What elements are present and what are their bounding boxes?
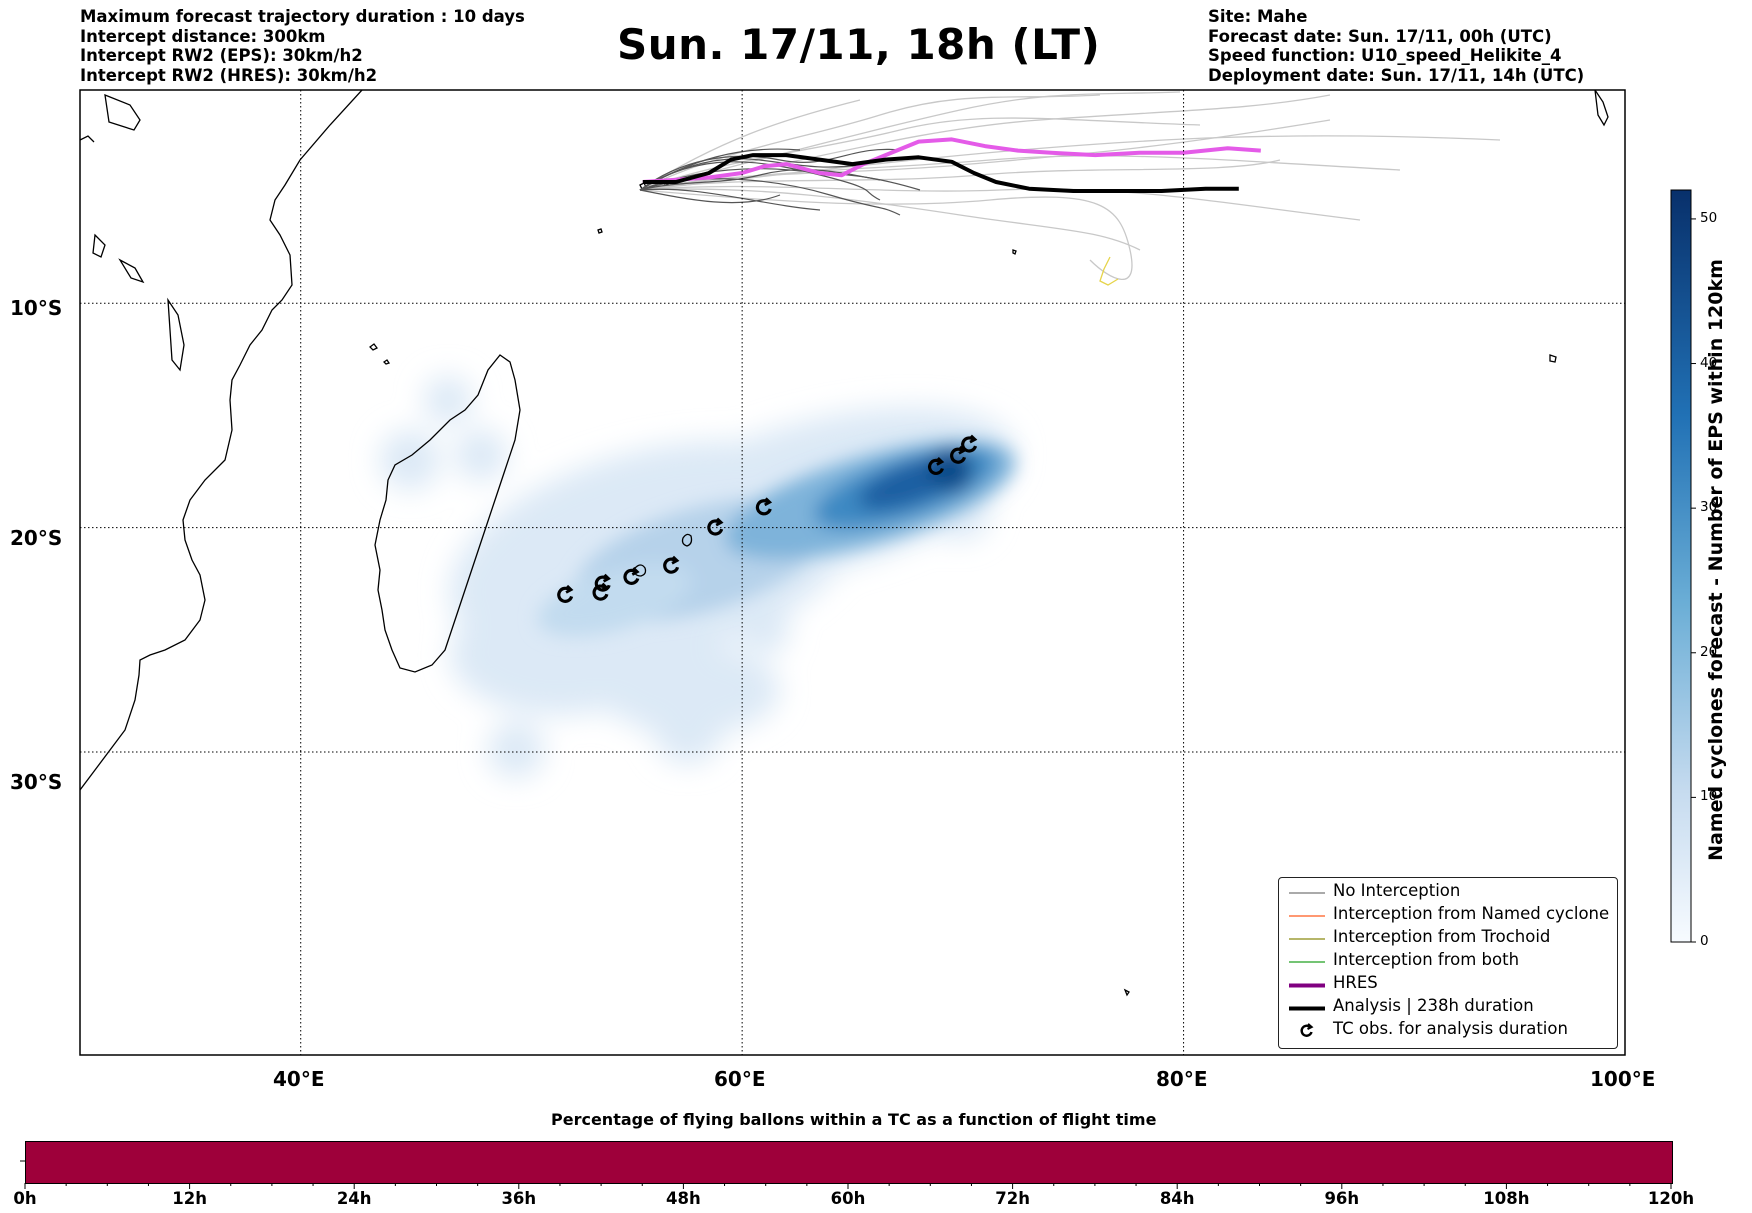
legend-label: Interception from Named cyclone bbox=[1333, 904, 1610, 923]
legend-item-analysis: Analysis | 238h duration bbox=[1279, 996, 1617, 1019]
cyclone-icon bbox=[663, 555, 680, 574]
timeline-tick-label: 0h bbox=[13, 1189, 37, 1208]
lon-label-60e: 60°E bbox=[714, 1067, 766, 1091]
colorbar-tick-label: 20 bbox=[1700, 643, 1718, 660]
timeline-tick-label: 24h bbox=[336, 1189, 372, 1208]
legend-line-purple bbox=[1289, 983, 1325, 988]
legend-label: HRES bbox=[1333, 973, 1378, 992]
cyclone-icon bbox=[927, 457, 945, 475]
legend-label: Analysis | 238h duration bbox=[1333, 996, 1534, 1015]
legend-line-gray bbox=[1289, 892, 1325, 894]
cyclone-icon bbox=[623, 566, 640, 585]
legend-label: TC obs. for analysis duration bbox=[1333, 1019, 1568, 1038]
legend-item-trochoid: Interception from Trochoid bbox=[1279, 927, 1617, 950]
legend-line-orange bbox=[1289, 915, 1325, 917]
density-field bbox=[380, 376, 1015, 778]
cyclone-icon bbox=[707, 517, 724, 536]
analysis-track bbox=[642, 153, 1239, 193]
lon-label-100e: 100°E bbox=[1590, 1067, 1656, 1091]
colorbar-label: Named cyclones forecast - Number of EPS … bbox=[1705, 259, 1727, 861]
timeline-tick-label: 72h bbox=[995, 1189, 1030, 1208]
legend-item-no-interception: No Interception bbox=[1279, 881, 1617, 904]
colorbar-tick-label: 40 bbox=[1700, 354, 1718, 371]
legend-label: Interception from Trochoid bbox=[1333, 927, 1551, 946]
colorbar-tick-label: 0 bbox=[1700, 933, 1709, 949]
legend-line-black bbox=[1289, 1006, 1325, 1011]
header-rw2-hres: Intercept RW2 (HRES): 30km/h2 bbox=[80, 65, 378, 85]
colorbar-tick-label: 10 bbox=[1700, 788, 1718, 805]
legend-label: Interception from both bbox=[1333, 950, 1520, 969]
coastlines bbox=[80, 90, 1609, 997]
hres-track bbox=[642, 137, 1261, 184]
header-duration: Maximum forecast trajectory duration : 1… bbox=[80, 7, 525, 26]
page-title: Sun. 17/11, 18h (LT) bbox=[617, 20, 1101, 69]
lat-label-20s: 20°S bbox=[10, 526, 63, 550]
colorbar-tick-label: 50 bbox=[1700, 209, 1718, 226]
legend-line-green bbox=[1289, 961, 1325, 963]
lon-label-80e: 80°E bbox=[1156, 1067, 1208, 1091]
timeline-tick-label: 12h bbox=[172, 1189, 207, 1208]
header-deployment-date: Deployment date: Sun. 17/11, 14h (UTC) bbox=[1208, 65, 1585, 85]
legend-item-both: Interception from both bbox=[1279, 950, 1617, 973]
tc-obs-markers bbox=[557, 434, 978, 603]
colorbar bbox=[1670, 189, 1696, 943]
colorbar-gradient bbox=[1670, 189, 1692, 943]
header-left: Maximum forecast trajectory duration : 1… bbox=[80, 7, 525, 85]
colorbar-tick-label: 30 bbox=[1700, 499, 1718, 516]
cyclone-icon bbox=[961, 434, 978, 453]
lat-label-10s: 10°S bbox=[10, 296, 63, 320]
legend-label: No Interception bbox=[1333, 881, 1461, 900]
legend-item-tc-obs: TC obs. for analysis duration bbox=[1279, 1019, 1617, 1042]
timeline-tick-label: 60h bbox=[830, 1189, 866, 1208]
header-rw2-eps: Intercept RW2 (EPS): 30km/h2 bbox=[80, 46, 363, 65]
legend-item-named-cyclone: Interception from Named cyclone bbox=[1279, 904, 1617, 927]
timeline-title: Percentage of flying ballons within a TC… bbox=[551, 1110, 1157, 1129]
timeline-bar bbox=[25, 1141, 1673, 1184]
gridlines bbox=[80, 90, 1625, 1055]
map-frame bbox=[79, 89, 1626, 1056]
lon-label-40e: 40°E bbox=[273, 1067, 325, 1091]
header-speed-function: Speed function: U10_speed_Helikite_4 bbox=[1208, 46, 1562, 65]
cyclone-icon bbox=[594, 573, 611, 592]
legend-line-olive bbox=[1289, 938, 1325, 940]
timeline-tick-label: 108h bbox=[1483, 1189, 1530, 1208]
timeline-tick-label: 48h bbox=[666, 1189, 701, 1208]
cyclone-icon bbox=[1300, 1023, 1314, 1037]
header-intercept-distance: Intercept distance: 300km bbox=[80, 26, 326, 46]
timeline-tick-label: 36h bbox=[501, 1189, 537, 1208]
timeline-tick-label: 120h bbox=[1647, 1189, 1695, 1208]
cyclone-icon bbox=[755, 497, 773, 516]
eps-trajectories-light bbox=[639, 91, 1501, 280]
cyclone-icon bbox=[557, 584, 574, 603]
legend: No Interception Interception from Named … bbox=[1278, 877, 1618, 1049]
timeline-tick-label: 96h bbox=[1324, 1189, 1360, 1208]
timeline-tick-label: 84h bbox=[1159, 1189, 1195, 1208]
header-right: Site: Mahe Forecast date: Sun. 17/11, 00… bbox=[1208, 7, 1584, 85]
intercept-trajectory bbox=[1099, 256, 1119, 286]
lat-label-30s: 30°S bbox=[10, 770, 63, 794]
legend-item-hres: HRES bbox=[1279, 973, 1617, 996]
header-forecast-date: Forecast date: Sun. 17/11, 00h (UTC) bbox=[1208, 26, 1552, 46]
header-site: Site: Mahe bbox=[1208, 7, 1308, 26]
